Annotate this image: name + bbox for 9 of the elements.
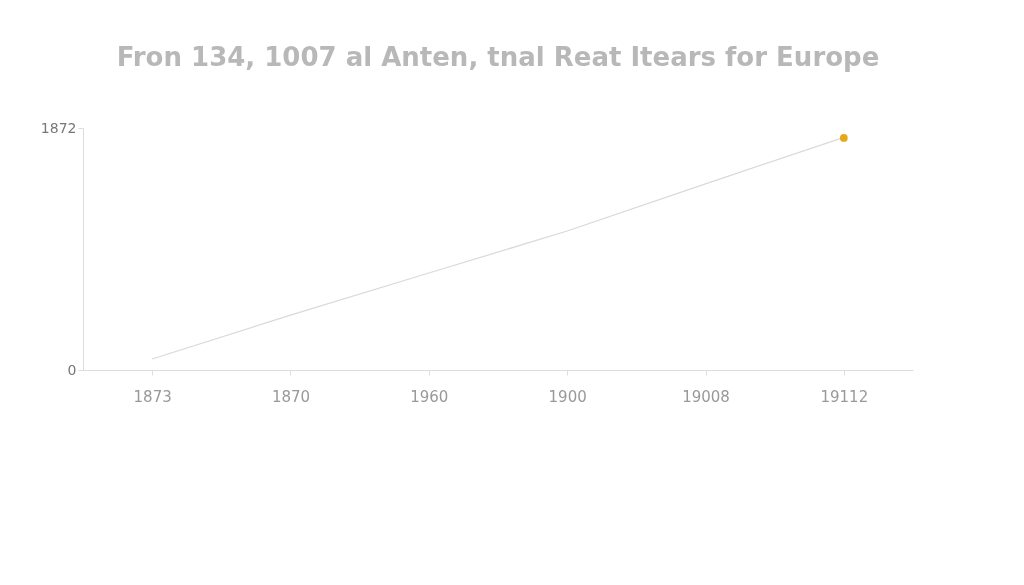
y-tick-label: 0 [67, 361, 77, 378]
x-tick-label: 1900 [548, 387, 587, 406]
x-tick-label: 1870 [271, 387, 311, 406]
x-tick-label: 19112 [820, 387, 869, 406]
x-tick-label: 1960 [410, 387, 449, 406]
x-tick-label: 1873 [133, 387, 172, 406]
x-tick-label: 19008 [682, 387, 730, 406]
y-tick-label: 1872 [40, 119, 77, 136]
chart-title: Fron 134, 1007 al Anten, tnal Reat Itears for Europe [116, 42, 880, 72]
